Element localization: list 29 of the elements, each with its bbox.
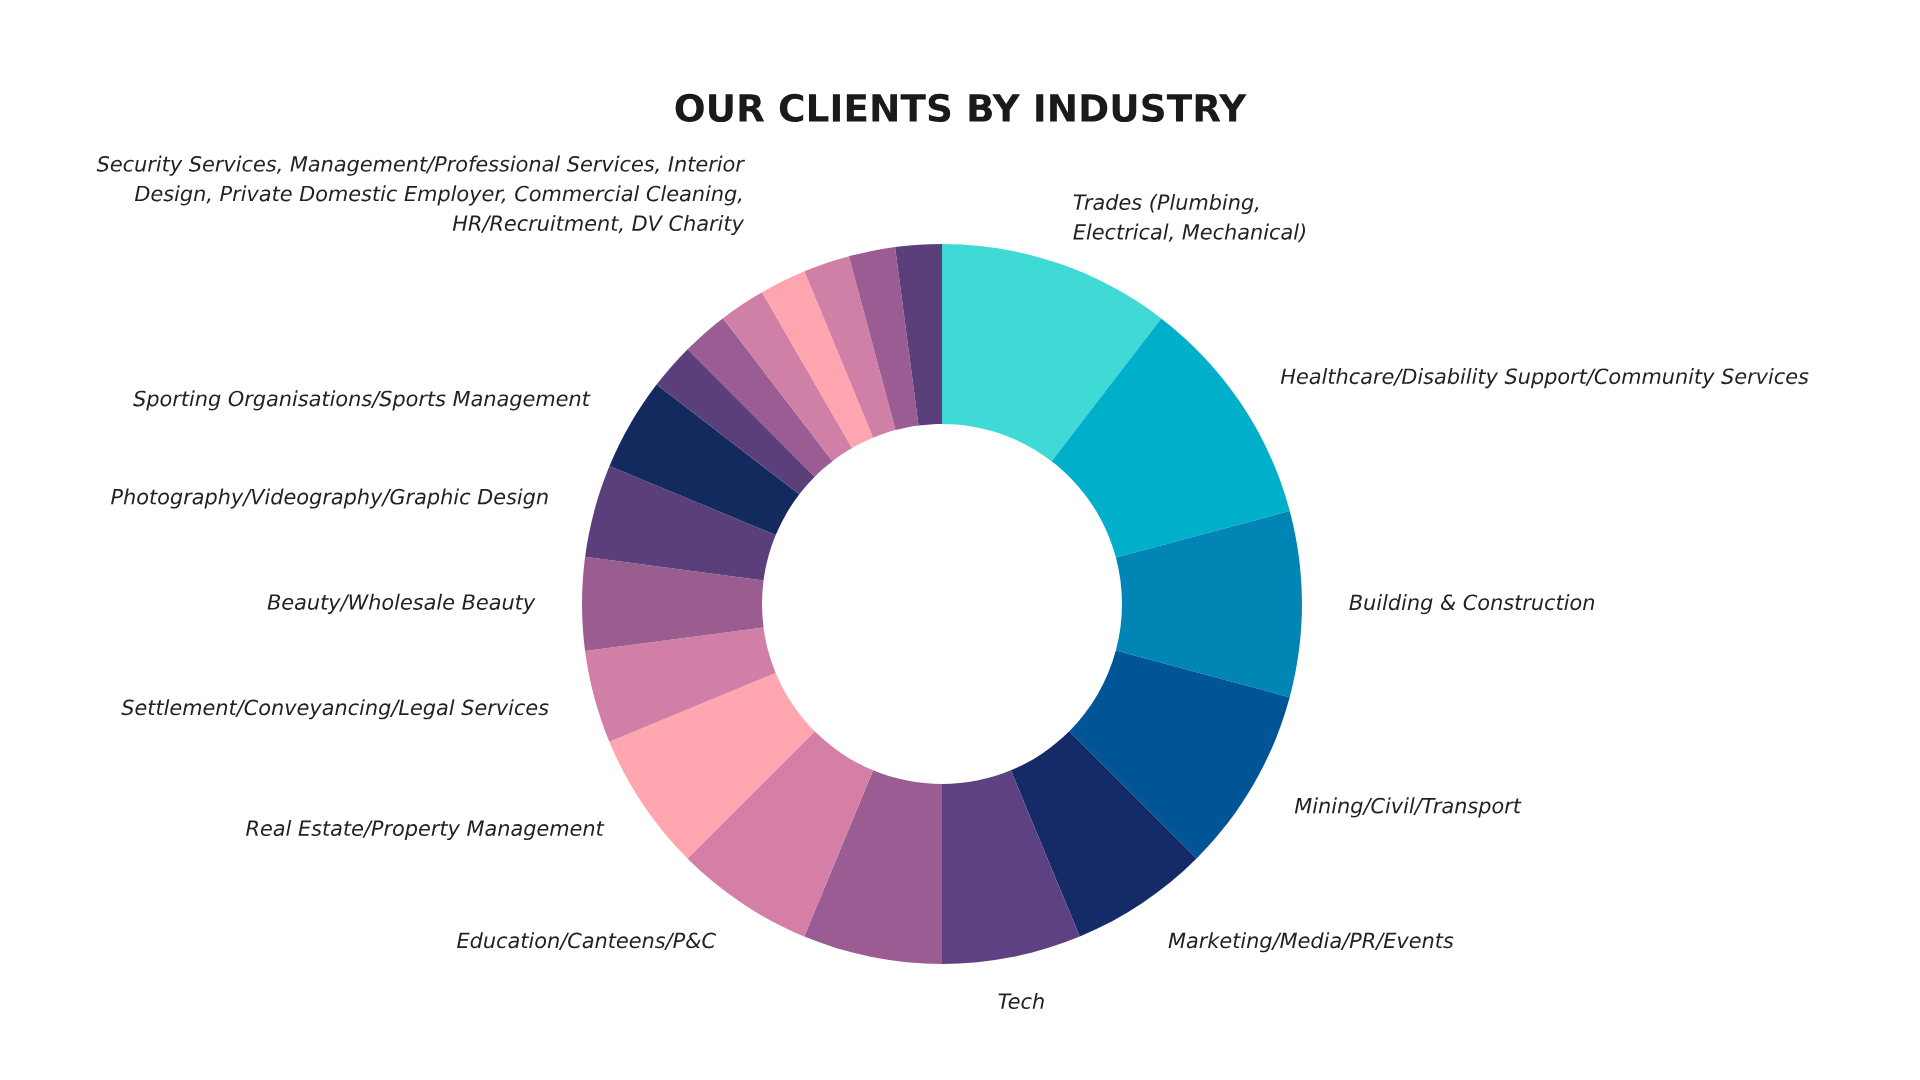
donut-slice xyxy=(848,247,919,431)
slice-label: Settlement/Conveyancing/Legal Services xyxy=(121,699,549,720)
donut-slice xyxy=(942,770,1080,964)
donut-slice xyxy=(585,627,776,742)
slice-label: Marketing/Media/PR/Events xyxy=(1168,932,1454,953)
donut-slice xyxy=(609,384,800,536)
slice-label: Healthcare/Disability Support/Community Services xyxy=(1280,368,1809,389)
donut-slice xyxy=(942,244,1162,462)
slice-label: Photography/Videography/Graphic Design xyxy=(111,488,548,509)
slice-label: Real Estate/Property Management xyxy=(246,819,605,841)
slice-label: Mining/Civil/Transport xyxy=(1294,797,1522,818)
text: Security Services, Management/Professional Services, Interior Design, Private Domestic Employer, Commercial Cleaning, HR/Recruitment, DV Charity xyxy=(96,155,745,236)
donut-slice xyxy=(1115,510,1302,698)
chart-title: OUR CLIENTS BY INDUSTRY xyxy=(675,93,1247,123)
slice-label: Building & Construction xyxy=(1349,594,1595,615)
donut-slice xyxy=(687,318,833,477)
donut-slice xyxy=(1069,650,1290,859)
slice-label: Education/Canteens/P&C xyxy=(457,932,716,950)
donut-slice xyxy=(722,292,853,462)
donut-slice xyxy=(585,466,776,581)
slice-label: Beauty/Wholesale Beauty xyxy=(267,593,536,614)
donut-slice xyxy=(609,672,815,859)
slice-label: Sporting Organisations/Sports Management xyxy=(133,390,591,411)
donut-slice xyxy=(762,271,874,449)
slice-label: Trades (Plumbing, Electrical, Mechanical) xyxy=(1073,193,1306,243)
slice-label: Tech xyxy=(998,992,1044,1010)
donut-slice xyxy=(804,256,896,438)
donut-slice xyxy=(582,556,764,651)
donut-slice xyxy=(804,770,942,964)
